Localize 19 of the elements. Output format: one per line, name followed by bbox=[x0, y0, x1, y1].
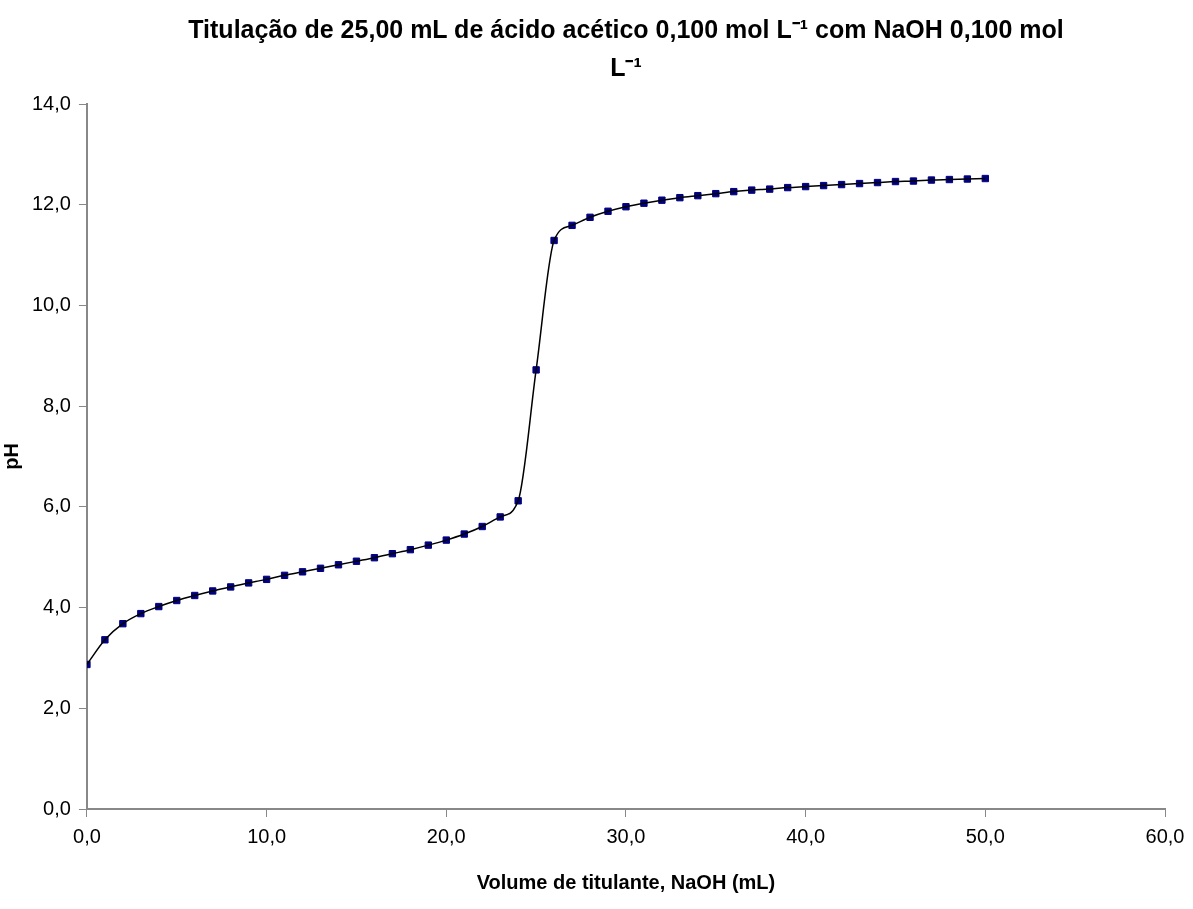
y-tick-label: 12,0 bbox=[31, 192, 71, 215]
x-axis-title: Volume de titulante, NaOH (mL) bbox=[476, 870, 776, 893]
x-tick-label: 60,0 bbox=[1145, 824, 1185, 847]
y-tick-label: 2,0 bbox=[43, 695, 71, 718]
x-tick-label: 50,0 bbox=[965, 824, 1005, 847]
y-tick-label: 10,0 bbox=[31, 292, 71, 315]
y-tick-label: 8,0 bbox=[43, 393, 71, 416]
x-tick-label: 0,0 bbox=[73, 824, 101, 847]
x-tick-label: 20,0 bbox=[426, 824, 466, 847]
point bbox=[981, 174, 989, 183]
x-tick-label: 40,0 bbox=[786, 824, 826, 847]
x-tick-label: 10,0 bbox=[247, 824, 287, 847]
y-tick-label: 0,0 bbox=[43, 796, 71, 819]
y-tick-label: 4,0 bbox=[43, 595, 71, 618]
y-tick-label: 6,0 bbox=[43, 494, 71, 517]
y-axis-title: pH bbox=[0, 443, 22, 470]
chart-title: Titulação de 25,00 mL de ácido acético 0,100 mol L⁻¹ com NaOH 0,100 mol L⁻¹ bbox=[187, 14, 1065, 83]
x-tick-label: 30,0 bbox=[606, 824, 646, 847]
y-tick-label: 14,0 bbox=[31, 91, 71, 114]
